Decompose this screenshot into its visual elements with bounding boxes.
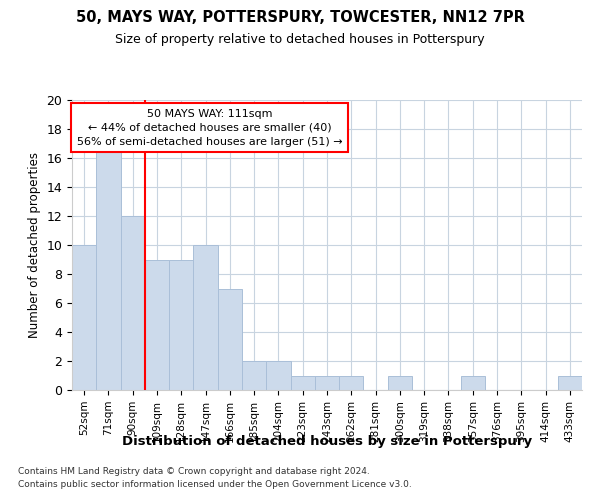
Bar xyxy=(218,288,242,390)
Text: Distribution of detached houses by size in Potterspury: Distribution of detached houses by size … xyxy=(122,435,532,448)
Bar xyxy=(72,245,96,390)
Bar xyxy=(96,129,121,390)
Bar xyxy=(558,376,582,390)
Text: Contains HM Land Registry data © Crown copyright and database right 2024.: Contains HM Land Registry data © Crown c… xyxy=(18,468,370,476)
Text: 50, MAYS WAY, POTTERSPURY, TOWCESTER, NN12 7PR: 50, MAYS WAY, POTTERSPURY, TOWCESTER, NN… xyxy=(76,10,524,25)
Bar xyxy=(461,376,485,390)
Bar xyxy=(339,376,364,390)
Text: 50 MAYS WAY: 111sqm
← 44% of detached houses are smaller (40)
56% of semi-detach: 50 MAYS WAY: 111sqm ← 44% of detached ho… xyxy=(77,108,343,146)
Text: Contains public sector information licensed under the Open Government Licence v3: Contains public sector information licen… xyxy=(18,480,412,489)
Bar xyxy=(242,361,266,390)
Y-axis label: Number of detached properties: Number of detached properties xyxy=(28,152,41,338)
Bar xyxy=(121,216,145,390)
Bar xyxy=(290,376,315,390)
Text: Size of property relative to detached houses in Potterspury: Size of property relative to detached ho… xyxy=(115,32,485,46)
Bar xyxy=(145,260,169,390)
Bar xyxy=(193,245,218,390)
Bar xyxy=(169,260,193,390)
Bar xyxy=(315,376,339,390)
Bar xyxy=(388,376,412,390)
Bar xyxy=(266,361,290,390)
